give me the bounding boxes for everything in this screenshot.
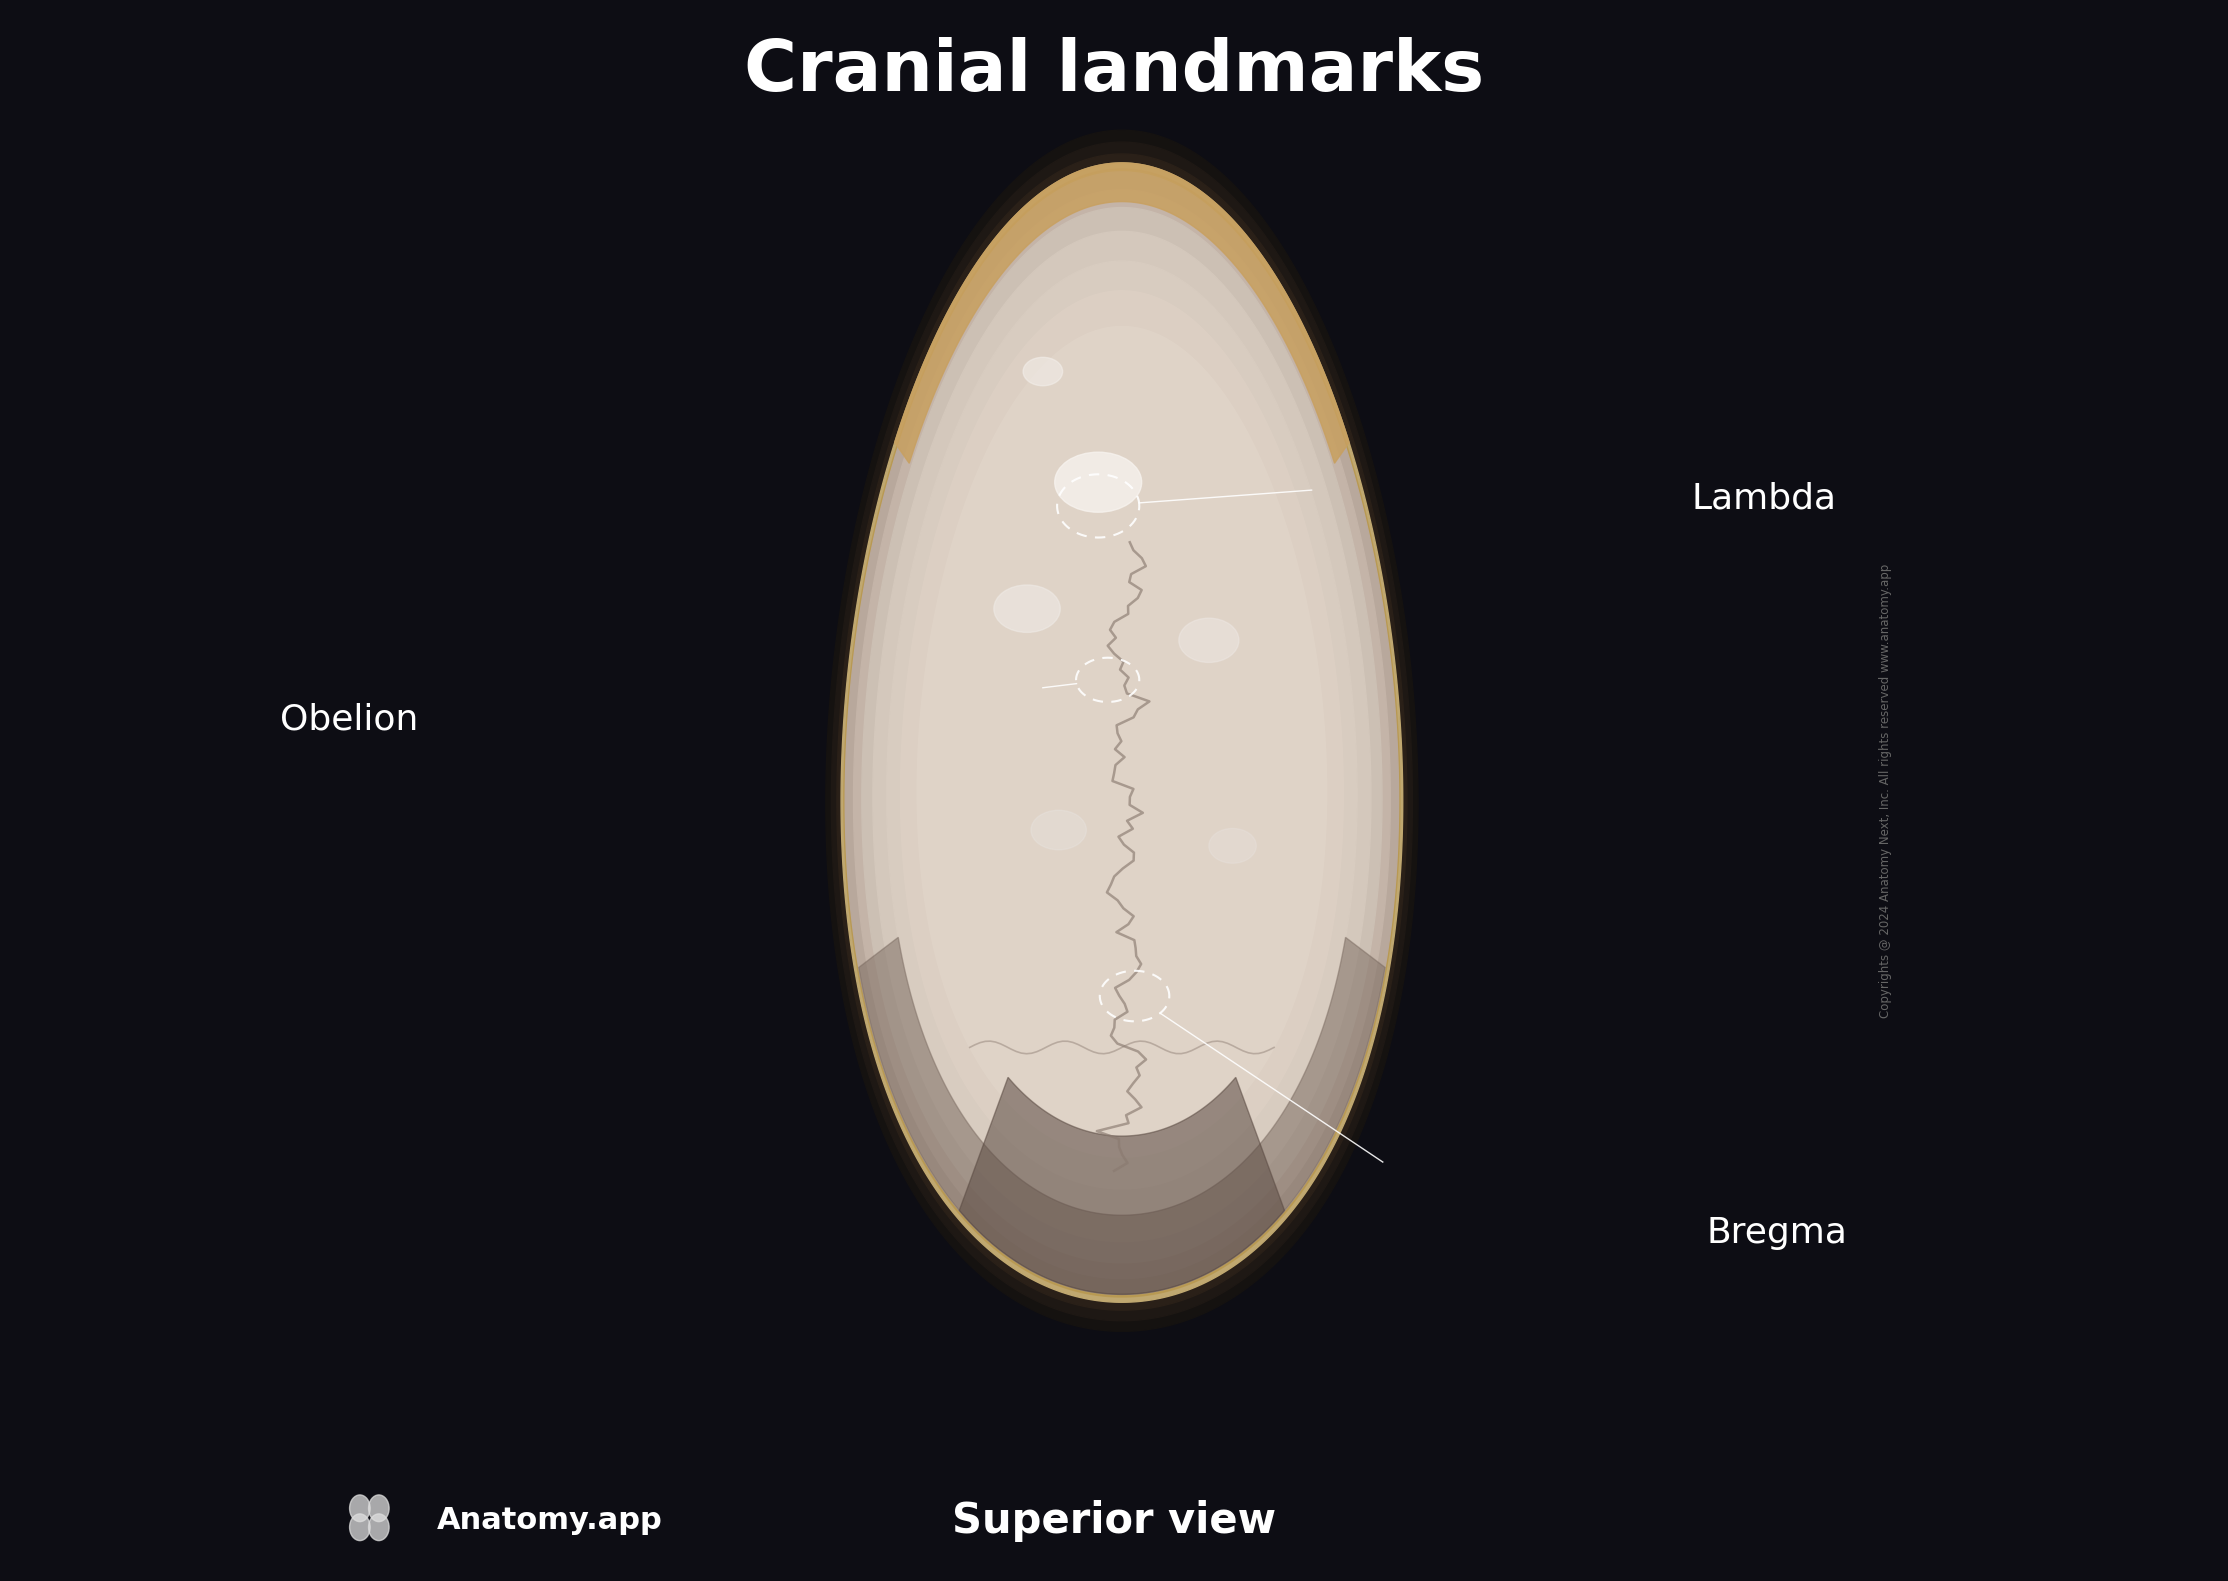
Ellipse shape <box>994 585 1061 632</box>
Ellipse shape <box>368 1496 390 1521</box>
Polygon shape <box>853 190 1390 1279</box>
Ellipse shape <box>1054 452 1141 512</box>
Polygon shape <box>844 172 1399 1295</box>
Ellipse shape <box>1210 828 1257 863</box>
Polygon shape <box>960 1077 1286 1295</box>
Polygon shape <box>827 130 1417 1331</box>
Ellipse shape <box>350 1515 370 1540</box>
Text: Cranial landmarks: Cranial landmarks <box>744 36 1484 106</box>
Polygon shape <box>842 163 1404 1303</box>
Polygon shape <box>858 938 1386 1295</box>
Ellipse shape <box>1032 809 1087 851</box>
Polygon shape <box>831 142 1413 1320</box>
Ellipse shape <box>1023 357 1063 386</box>
Polygon shape <box>873 231 1370 1241</box>
Ellipse shape <box>1179 618 1239 662</box>
Polygon shape <box>844 169 1399 1296</box>
Ellipse shape <box>368 1515 390 1540</box>
Text: Copyrights @ 2024 Anatomy Next, Inc. All rights reserved www.anatomy.app: Copyrights @ 2024 Anatomy Next, Inc. All… <box>1878 563 1892 1018</box>
Text: Bregma: Bregma <box>1707 1216 1847 1251</box>
Text: Lambda: Lambda <box>1691 481 1836 515</box>
Polygon shape <box>918 327 1326 1157</box>
Polygon shape <box>838 153 1406 1311</box>
Polygon shape <box>896 163 1350 463</box>
Polygon shape <box>887 261 1357 1216</box>
Polygon shape <box>862 207 1381 1263</box>
Ellipse shape <box>350 1496 370 1521</box>
Text: Anatomy.app: Anatomy.app <box>437 1507 664 1535</box>
Text: Superior view: Superior view <box>951 1500 1277 1541</box>
Text: Obelion: Obelion <box>281 702 419 737</box>
Polygon shape <box>900 291 1343 1189</box>
